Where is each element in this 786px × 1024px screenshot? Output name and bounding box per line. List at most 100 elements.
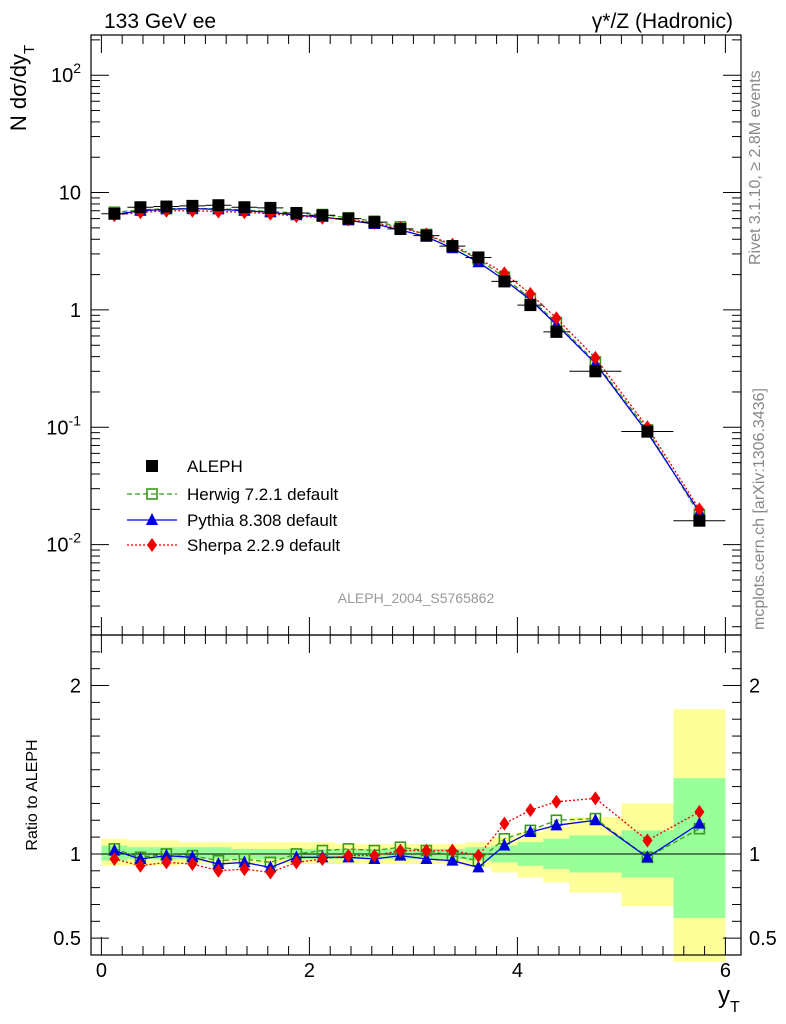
main-point-aleph [498,275,511,288]
main-point-aleph [446,240,459,253]
ratio-point-pythia [498,838,511,851]
ratio-point-pythia [641,850,654,863]
ratio-point-pythia [589,813,602,826]
ratio-point-sherpa [239,862,250,877]
ratio-ytick-label-left: 1 [70,844,81,866]
main-point-aleph [472,251,485,264]
main-point-aleph [290,206,303,219]
main-point-aleph [160,200,173,213]
main-point-aleph [394,222,407,235]
ratio-point-sherpa [694,804,705,819]
ytick-base: 10 [46,417,68,439]
main-point-aleph [693,514,706,527]
ratio-point-sherpa [109,852,120,866]
main-point-aleph [641,425,654,438]
ratio-ytick-label-right: 0.5 [749,928,777,950]
ratio-point-sherpa [499,816,510,831]
ratio-point-pythia [238,855,251,868]
ytick-base: 10 [51,65,73,87]
ratio-point-pythia [550,818,563,831]
ratio-point-sherpa [291,855,302,870]
legend-marker-aleph [146,460,158,472]
ratio-point-sherpa [590,791,601,806]
ratio-band-inner [673,778,726,918]
analysis-id: ALEPH_2004_S5765862 [338,590,495,606]
main-point-aleph [134,201,147,214]
main-point-sherpa [525,286,536,301]
main-ytick-label: 102 [51,60,81,87]
ratio-point-pythia [524,825,537,838]
ratio-point-sherpa [317,852,328,866]
main-point-aleph [264,201,277,214]
ratio-point-pythia [693,816,706,829]
legend-marker-herwig [146,488,158,500]
ratio-point-sherpa [473,848,484,863]
header-left: 133 GeV ee [104,10,216,33]
ratio-ytick-label-right: 2 [749,676,760,698]
ratio-ytick-label-left: 0.5 [53,928,81,950]
ratio-point-pythia [446,853,459,866]
main-ytick-label: 10-1 [46,412,81,439]
ratio-point-pythia [420,852,433,864]
ratio-point-pythia [134,852,147,864]
main-point-sherpa [694,502,705,517]
legend-label-aleph: ALEPH [187,457,243,476]
main-ytick-label: 1 [70,300,81,322]
ratio-point-sherpa [395,843,406,858]
ratio-point-pythia [212,857,225,870]
ratio-point-sherpa [447,843,458,858]
xlabel-sub: T [730,999,740,1016]
main-point-aleph [589,365,602,378]
ratio-ytick-label-left: 2 [70,676,81,698]
ratio-point-sherpa [525,803,536,818]
ratio-ytick-label-right: 1 [749,844,760,866]
legend-label-pythia: Pythia 8.308 default [187,511,338,530]
mcplots-label: mcplots.cern.ch [arXiv:1306.3436] [751,388,768,630]
main-point-aleph [420,229,433,242]
main-point-aleph [524,299,537,312]
ratio-point-sherpa [135,858,146,873]
ratio-point-sherpa [369,848,380,863]
main-point-aleph [186,199,199,212]
main-point-aleph [212,199,225,212]
main-point-sherpa [551,311,562,326]
xtick-label: 6 [720,960,731,982]
ratio-point-pythia [160,848,173,861]
ratio-band-inner [205,847,232,859]
xtick-label: 2 [304,960,315,982]
ratio-ylabel: Ratio to ALEPH [24,739,41,850]
legend-marker-pythia [146,513,158,525]
ylabel-main-sub: T [21,45,38,54]
legend-label-sherpa: Sherpa 2.2.9 default [187,536,340,555]
main-point-aleph [108,207,121,220]
ratio-point-pythia [472,860,485,873]
legend-marker-sherpa [147,538,157,552]
ratio-point-sherpa [265,865,276,880]
header-right: γ*/Z (Hadronic) [592,10,733,33]
legend: ALEPH Herwig 7.2.1 default Pythia 8.308 de… [127,457,340,555]
xlabel-text: y [718,982,730,1009]
ratio-point-pythia [108,843,121,856]
ytick-exp: 2 [73,60,81,76]
main-point-aleph [550,325,563,338]
ratio-point-sherpa [421,843,432,858]
ratio-point-sherpa [161,855,172,870]
rivet-label: Rivet 3.1.10, ≥ 2.8M events [747,70,764,265]
main-point-aleph [238,201,251,214]
ratio-point-pythia [186,850,199,863]
x-axis-label: yT [718,982,740,1016]
xtick-label: 0 [96,960,107,982]
legend-label-herwig: Herwig 7.2.1 default [187,485,338,504]
xtick-label: 4 [512,960,523,982]
ylabel-main-text: N dσ/dy [6,54,31,131]
main-point-aleph [316,209,329,222]
main-point-sherpa [590,350,601,365]
main-ytick-label: 10 [59,183,81,205]
ratio-point-sherpa [213,863,224,878]
ratio-point-sherpa [187,857,198,872]
ytick-exp: -1 [69,412,82,428]
ratio-point-sherpa [551,794,562,809]
ratio-frame [90,634,742,956]
